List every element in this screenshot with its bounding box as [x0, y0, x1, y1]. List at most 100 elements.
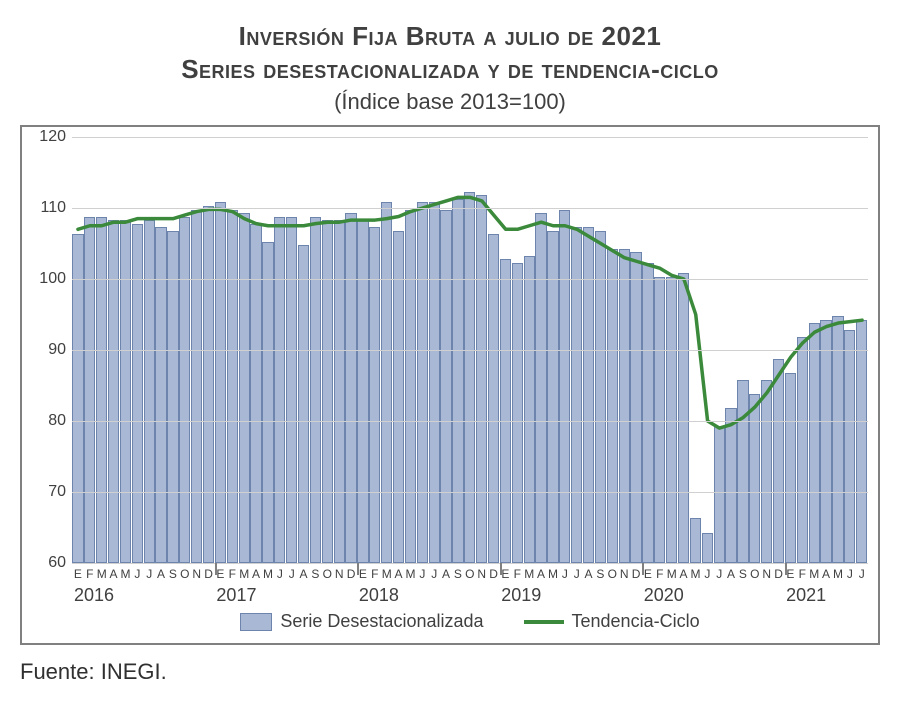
gridline: [72, 208, 868, 209]
x-month-label: J: [274, 567, 286, 581]
bar: [524, 256, 535, 563]
y-tick-label: 60: [48, 554, 66, 572]
bar: [452, 199, 463, 563]
year-tick: [215, 563, 217, 575]
x-year-label: 2016: [72, 585, 214, 606]
year-tick: [357, 563, 359, 575]
bar: [702, 533, 713, 563]
gridline: [72, 137, 868, 138]
legend-swatch-line: [524, 620, 564, 624]
y-tick-label: 80: [48, 412, 66, 430]
bar: [583, 227, 594, 563]
x-month-label: S: [167, 567, 179, 581]
x-month-label: N: [618, 567, 630, 581]
bar: [357, 220, 368, 563]
year-tick: [500, 563, 502, 575]
bar: [179, 217, 190, 563]
x-month-label: J: [416, 567, 428, 581]
bar: [310, 217, 321, 563]
y-tick-label: 120: [39, 128, 66, 146]
x-month-label: A: [155, 567, 167, 581]
legend-swatch-bar: [240, 613, 272, 631]
x-month-label: A: [583, 567, 595, 581]
x-month-label: A: [108, 567, 120, 581]
bar: [227, 210, 238, 563]
x-month-label: A: [820, 567, 832, 581]
bar: [393, 231, 404, 563]
bar: [630, 252, 641, 563]
gridline: [72, 421, 868, 422]
x-month-label: M: [832, 567, 844, 581]
x-axis-months: EFMAMJJASONDEFMAMJJASONDEFMAMJJASONDEFMA…: [72, 567, 868, 581]
x-month-label: A: [440, 567, 452, 581]
x-month-label: M: [381, 567, 393, 581]
x-month-label: D: [773, 567, 785, 581]
bar: [191, 210, 202, 563]
x-month-label: J: [844, 567, 856, 581]
bar: [797, 337, 808, 563]
y-tick-label: 90: [48, 341, 66, 359]
x-month-label: M: [690, 567, 702, 581]
x-month-label: A: [535, 567, 547, 581]
x-month-label: M: [547, 567, 559, 581]
bar: [785, 373, 796, 563]
x-year-label: 2021: [784, 585, 868, 606]
x-month-label: M: [238, 567, 250, 581]
x-month-label: S: [310, 567, 322, 581]
x-month-label: M: [666, 567, 678, 581]
gridline: [72, 563, 868, 564]
bar: [832, 316, 843, 563]
bar: [690, 518, 701, 563]
x-month-label: D: [488, 567, 500, 581]
x-month-label: F: [654, 567, 666, 581]
x-month-label: M: [96, 567, 108, 581]
x-axis-years: 201620172018201920202021: [72, 585, 868, 606]
title-line-1: Inversión Fija Bruta a julio de 2021: [20, 20, 880, 53]
bar: [820, 320, 831, 563]
legend-item-bar: Serie Desestacionalizada: [240, 611, 483, 632]
x-year-label: 2017: [214, 585, 356, 606]
x-month-label: M: [405, 567, 417, 581]
x-month-label: N: [761, 567, 773, 581]
bar: [274, 217, 285, 563]
x-month-label: N: [476, 567, 488, 581]
x-month-label: J: [856, 567, 868, 581]
bar: [72, 234, 83, 563]
bar: [239, 213, 250, 563]
bar: [417, 202, 428, 563]
bar: [607, 249, 618, 563]
bar: [298, 245, 309, 563]
x-month-label: F: [84, 567, 96, 581]
x-month-label: O: [606, 567, 618, 581]
x-month-label: J: [571, 567, 583, 581]
bar: [642, 263, 653, 563]
x-month-label: D: [345, 567, 357, 581]
x-month-label: F: [226, 567, 238, 581]
x-month-label: J: [143, 567, 155, 581]
x-month-label: O: [749, 567, 761, 581]
bar: [286, 217, 297, 563]
x-month-label: J: [428, 567, 440, 581]
bar: [488, 234, 499, 563]
y-tick-label: 100: [39, 270, 66, 288]
x-month-label: J: [559, 567, 571, 581]
y-tick-label: 110: [40, 199, 66, 217]
x-month-label: O: [179, 567, 191, 581]
bar: [120, 220, 131, 563]
bar: [773, 359, 784, 563]
bar: [559, 210, 570, 563]
x-month-label: N: [333, 567, 345, 581]
chart-title-block: Inversión Fija Bruta a julio de 2021 Ser…: [20, 20, 880, 115]
x-month-label: F: [369, 567, 381, 581]
plot-area: EFMAMJJASONDEFMAMJJASONDEFMAMJJASONDEFMA…: [20, 125, 880, 645]
bar: [678, 273, 689, 563]
bar: [132, 224, 143, 563]
year-tick: [785, 563, 787, 575]
bar: [761, 380, 772, 563]
bar: [500, 259, 511, 563]
bar: [464, 192, 475, 563]
bar: [571, 227, 582, 563]
legend: Serie Desestacionalizada Tendencia-Ciclo: [72, 611, 868, 632]
x-month-label: J: [286, 567, 298, 581]
x-month-label: S: [452, 567, 464, 581]
